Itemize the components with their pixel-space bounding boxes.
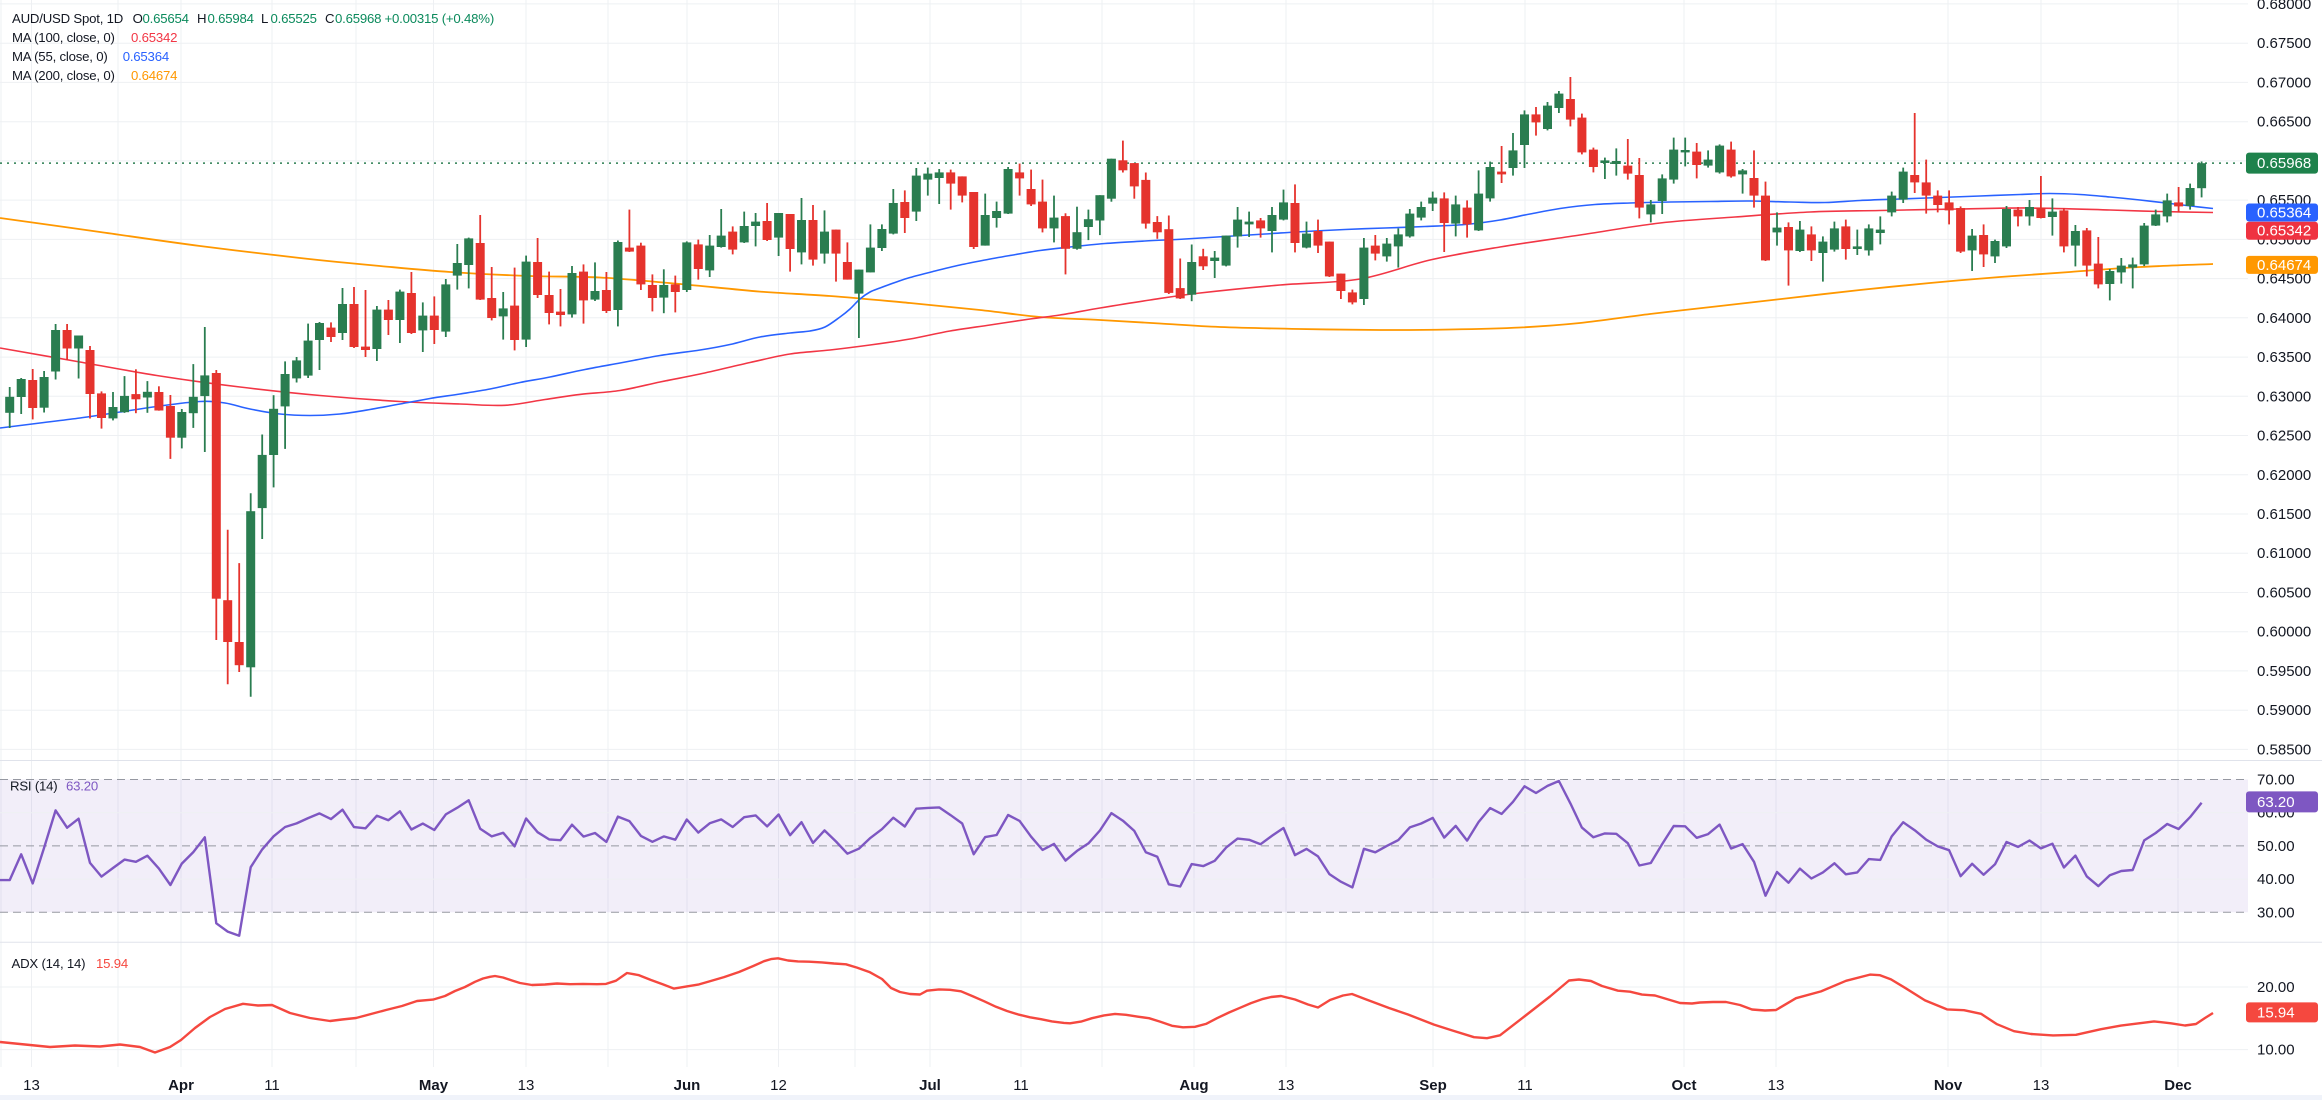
- svg-text:Oct: Oct: [1671, 1077, 1696, 1094]
- svg-text:0.67000: 0.67000: [2257, 74, 2311, 91]
- svg-text:MA (200, close, 0): MA (200, close, 0): [12, 68, 115, 83]
- svg-text:0.64674: 0.64674: [131, 68, 177, 83]
- svg-text:Jul: Jul: [919, 1077, 941, 1094]
- svg-text:0.59000: 0.59000: [2257, 702, 2311, 719]
- svg-text:0.63500: 0.63500: [2257, 349, 2311, 366]
- svg-text:0.58500: 0.58500: [2257, 741, 2311, 758]
- svg-text:0.59500: 0.59500: [2257, 663, 2311, 680]
- svg-text:40.00: 40.00: [2257, 871, 2295, 888]
- svg-text:63.20: 63.20: [66, 779, 98, 794]
- svg-text:May: May: [419, 1077, 449, 1094]
- svg-text:50.00: 50.00: [2257, 838, 2295, 855]
- svg-text:0.67500: 0.67500: [2257, 35, 2311, 52]
- svg-text:70.00: 70.00: [2257, 772, 2295, 789]
- svg-text:10.00: 10.00: [2257, 1042, 2295, 1059]
- svg-text:11: 11: [1517, 1077, 1533, 1094]
- svg-text:Apr: Apr: [168, 1077, 194, 1094]
- svg-text:0.68000: 0.68000: [2257, 0, 2311, 13]
- svg-text:20.00: 20.00: [2257, 979, 2295, 996]
- svg-text:13: 13: [1768, 1077, 1785, 1094]
- svg-text:0.65984: 0.65984: [208, 11, 254, 26]
- svg-text:0.61500: 0.61500: [2257, 506, 2311, 523]
- svg-text:O: O: [133, 11, 143, 26]
- svg-text:Sep: Sep: [1419, 1077, 1447, 1094]
- svg-text:L: L: [261, 11, 268, 26]
- svg-text:13: 13: [23, 1077, 40, 1094]
- svg-text:0.61000: 0.61000: [2257, 545, 2311, 562]
- svg-text:63.20: 63.20: [2257, 794, 2295, 811]
- svg-text:0.60000: 0.60000: [2257, 624, 2311, 641]
- svg-text:13: 13: [1278, 1077, 1295, 1094]
- svg-text:Jun: Jun: [674, 1077, 701, 1094]
- svg-text:MA (100, close, 0): MA (100, close, 0): [12, 30, 115, 45]
- svg-text:0.65525: 0.65525: [271, 11, 317, 26]
- svg-text:11: 11: [1013, 1077, 1029, 1094]
- svg-text:0.65364: 0.65364: [123, 49, 169, 64]
- svg-text:Nov: Nov: [1934, 1077, 1963, 1094]
- svg-text:0.62000: 0.62000: [2257, 467, 2311, 484]
- svg-text:0.63000: 0.63000: [2257, 388, 2311, 405]
- svg-text:15.94: 15.94: [96, 956, 128, 971]
- svg-text:0.65968: 0.65968: [2257, 155, 2311, 172]
- svg-text:+0.00315 (+0.48%): +0.00315 (+0.48%): [385, 11, 495, 26]
- svg-text:0.65654: 0.65654: [143, 11, 189, 26]
- svg-text:RSI (14): RSI (14): [10, 779, 58, 794]
- svg-text:0.60500: 0.60500: [2257, 585, 2311, 602]
- svg-text:MA (55, close, 0): MA (55, close, 0): [12, 49, 108, 64]
- svg-text:Aug: Aug: [1179, 1077, 1208, 1094]
- svg-text:12: 12: [770, 1077, 787, 1094]
- svg-text:C: C: [325, 11, 335, 26]
- svg-text:11: 11: [264, 1077, 280, 1094]
- svg-text:0.65364: 0.65364: [2257, 205, 2311, 222]
- svg-text:H: H: [197, 11, 206, 26]
- svg-text:Dec: Dec: [2164, 1077, 2192, 1094]
- svg-text:30.00: 30.00: [2257, 904, 2295, 921]
- svg-text:0.65342: 0.65342: [131, 30, 177, 45]
- svg-text:13: 13: [2033, 1077, 2050, 1094]
- svg-text:0.64000: 0.64000: [2257, 310, 2311, 327]
- svg-text:AUD/USD Spot, 1D: AUD/USD Spot, 1D: [12, 11, 123, 26]
- svg-text:ADX (14, 14): ADX (14, 14): [12, 956, 86, 971]
- svg-text:15.94: 15.94: [2257, 1004, 2295, 1021]
- svg-text:0.62500: 0.62500: [2257, 428, 2311, 445]
- svg-text:0.66500: 0.66500: [2257, 114, 2311, 131]
- svg-text:0.65968: 0.65968: [335, 11, 381, 26]
- svg-text:0.65342: 0.65342: [2257, 223, 2311, 240]
- svg-text:13: 13: [518, 1077, 535, 1094]
- svg-text:0.64674: 0.64674: [2257, 257, 2311, 274]
- svg-text:0.64500: 0.64500: [2257, 271, 2311, 288]
